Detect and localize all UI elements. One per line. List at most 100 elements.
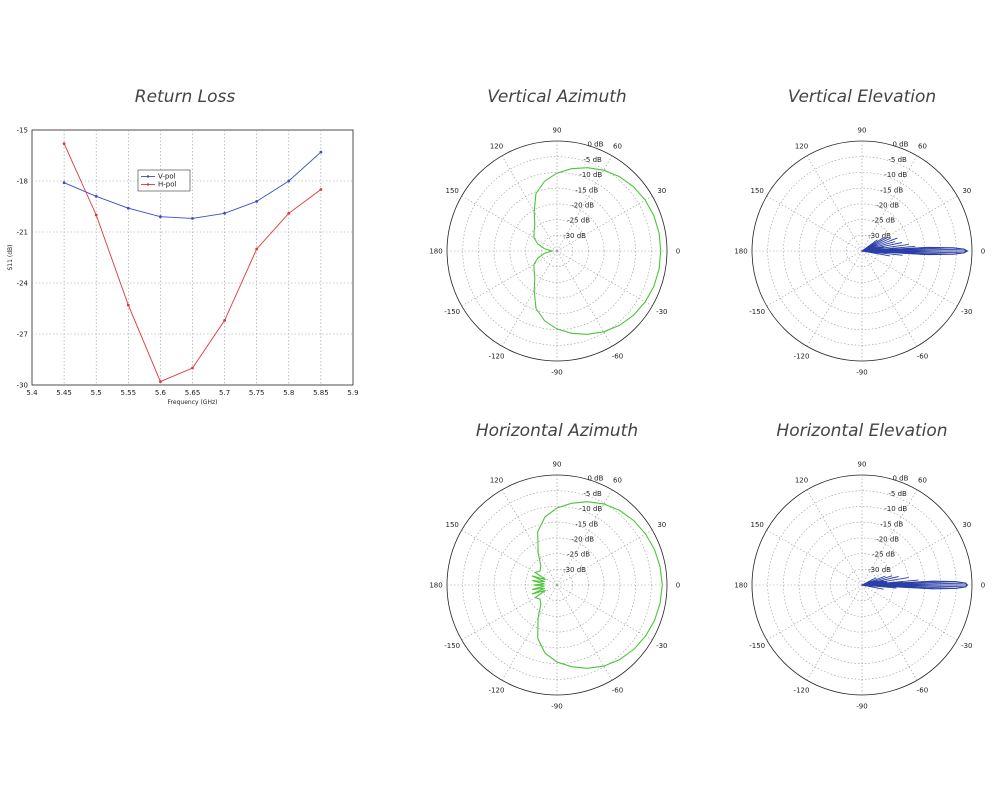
legend-box [137, 169, 191, 192]
pattern-trace [533, 167, 662, 335]
angle-tick-label: 0 [981, 582, 985, 590]
radial-tick-label: -25 dB [567, 551, 590, 559]
radial-tick-label: -30 dB [868, 232, 891, 240]
x-tick-label: 5.9 [347, 389, 358, 397]
angle-tick-label: 120 [795, 477, 808, 485]
angle-tick-label: -120 [489, 352, 505, 360]
angle-tick-label: -60 [612, 352, 623, 360]
data-point-h-pol [159, 380, 162, 383]
polar-spoke [861, 489, 918, 586]
x-tick-label: 5.5 [91, 389, 102, 397]
radial-tick-label: -10 dB [884, 505, 907, 513]
radial-tick-label: -20 dB [876, 201, 899, 209]
polar-spoke [861, 529, 958, 586]
data-point-h-pol [223, 319, 227, 322]
angle-tick-label: -150 [749, 308, 765, 316]
radial-tick-label: -10 dB [579, 171, 602, 179]
angle-tick-label: -60 [917, 686, 928, 694]
legend-marker [146, 175, 150, 178]
angle-tick-label: 0 [676, 248, 680, 256]
polar-spoke [861, 584, 958, 641]
polar-ring [493, 187, 621, 315]
polar-ring [493, 521, 621, 649]
polar-spoke [766, 195, 863, 252]
data-point-h-pol [126, 303, 130, 307]
angle-tick-label: 150 [751, 187, 764, 195]
angle-tick-label: 150 [446, 187, 459, 195]
angle-tick-label: -120 [794, 686, 810, 694]
legend-label: V-pol [158, 173, 176, 181]
radial-tick-label: -10 dB [884, 171, 907, 179]
data-point-v-pol [94, 194, 98, 198]
x-tick-label: 5.55 [121, 389, 137, 397]
main-lobe-trace [861, 246, 969, 256]
angle-tick-label: 120 [795, 143, 808, 151]
data-point-v-pol [126, 206, 130, 210]
polar-spoke [556, 155, 613, 252]
angle-tick-label: -90 [856, 369, 867, 377]
y-axis-label: S11 (dB) [7, 245, 14, 271]
angle-tick-label: -90 [856, 703, 867, 711]
polar-spoke [861, 250, 918, 347]
data-point-h-pol [94, 213, 98, 217]
angle-tick-label: -120 [794, 352, 810, 360]
radial-tick-label: -5 dB [888, 490, 907, 498]
radial-tick-label: -30 dB [563, 566, 586, 574]
horizontal-azimuth-title: Horizontal Azimuth [475, 421, 639, 441]
polar-spoke [766, 584, 863, 641]
polar-spoke [501, 584, 558, 681]
radial-tick-label: -30 dB [868, 566, 891, 574]
polar-spoke [501, 250, 558, 347]
polar-spoke [556, 250, 613, 347]
polar-spoke [556, 584, 613, 681]
angle-tick-label: 30 [657, 187, 666, 195]
angle-tick-label: -60 [612, 686, 623, 694]
vertical-azimuth-polar-plot: 0 dB -5 dB -10 dB -15 dB -20 dB -25 dB -30 dB 0… [429, 127, 680, 377]
return-loss-title: Return Loss [134, 87, 236, 107]
data-point-h-pol [319, 188, 323, 191]
polar-spoke [861, 155, 918, 252]
vertical-azimuth-title: Vertical Azimuth [487, 87, 627, 107]
data-point-v-pol [62, 181, 66, 185]
radial-tick-label: -20 dB [876, 535, 899, 543]
angle-tick-label: 30 [962, 521, 971, 529]
pattern-trace [861, 237, 968, 257]
polar-ring [540, 234, 574, 268]
horizontal-elevation-polar-plot: 0 dB -5 dB -10 dB -15 dB -20 dB -25 dB -30 dB 0… [734, 461, 985, 711]
radial-tick-label: -5 dB [583, 156, 602, 164]
polar-spoke [461, 584, 558, 641]
angle-tick-label: 0 [981, 248, 985, 256]
data-point-h-pol [287, 211, 291, 215]
vertical-elevation-polar-plot: 0 dB -5 dB -10 dB -15 dB -20 dB -25 dB -30 dB 0… [734, 127, 985, 377]
angle-tick-label: 0 [676, 582, 680, 590]
x-tick-label: 5.45 [56, 389, 72, 397]
data-point-v-pol [191, 217, 194, 220]
radial-tick-label: -15 dB [880, 520, 903, 528]
angle-tick-label: 30 [657, 521, 666, 529]
polar-spoke [556, 529, 653, 586]
data-point-h-pol [255, 247, 259, 251]
radial-tick-label: -20 dB [571, 201, 594, 209]
radial-tick-label: 0 dB [587, 475, 603, 483]
horizontal-elevation-title: Horizontal Elevation [776, 421, 948, 441]
x-tick-label: 5.7 [219, 389, 230, 397]
angle-tick-label: 150 [751, 521, 764, 529]
angle-tick-label: 180 [734, 248, 747, 256]
data-point-v-pol [287, 179, 291, 183]
data-point-v-pol [223, 211, 227, 215]
polar-spoke [766, 529, 863, 586]
polar-spoke [556, 584, 653, 641]
vertical-elevation-title: Vertical Elevation [787, 87, 937, 107]
y-tick-label: -15 [17, 127, 28, 135]
polar-ring [509, 203, 605, 299]
polar-spoke [806, 155, 863, 252]
radial-tick-label: -15 dB [880, 186, 903, 194]
angle-tick-label: -120 [489, 686, 505, 694]
polar-ring [478, 506, 636, 664]
radial-tick-label: -15 dB [575, 186, 598, 194]
angle-tick-label: -30 [656, 642, 667, 650]
angle-tick-label: -30 [656, 308, 667, 316]
angle-tick-label: 120 [490, 477, 503, 485]
polar-ring [462, 490, 652, 680]
angle-tick-label: 90 [858, 461, 867, 469]
